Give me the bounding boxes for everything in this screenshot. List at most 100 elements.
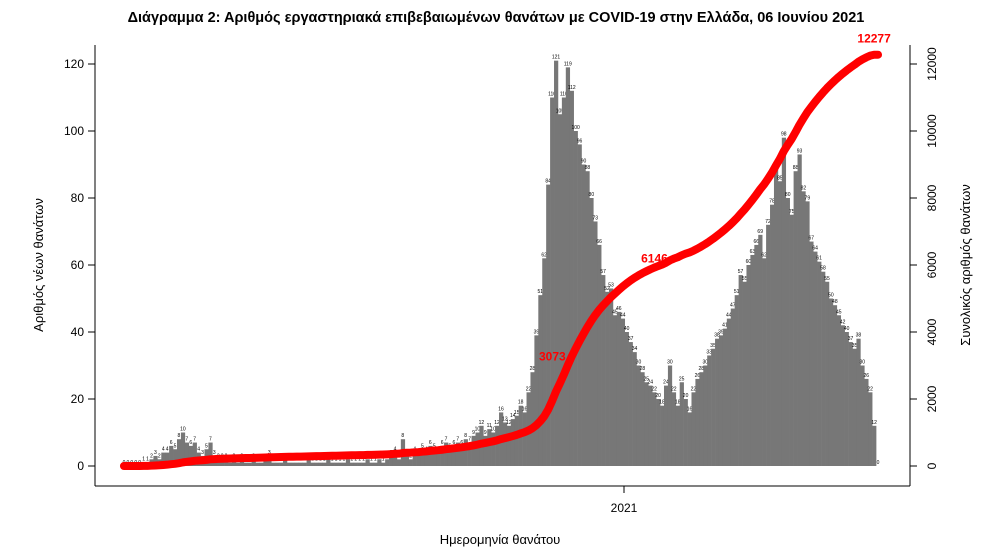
bar-value-label: 12 xyxy=(506,420,512,426)
cumulative-value-label: 3073 xyxy=(539,349,566,363)
bar-value-label: 3 xyxy=(268,450,271,456)
bar-value-label: 2 xyxy=(150,453,153,459)
bar xyxy=(777,181,783,466)
bar xyxy=(715,338,720,466)
y2-axis-label: Συνολικός αριθμός θανάτων xyxy=(958,184,973,345)
bar xyxy=(652,392,657,466)
bar xyxy=(554,60,559,467)
bar xyxy=(550,97,555,466)
bar-value-label: 64 xyxy=(812,246,818,252)
y-tick-label: 0 xyxy=(77,459,84,473)
bar-value-label: 18 xyxy=(659,400,665,406)
bar xyxy=(338,462,343,466)
bar xyxy=(396,459,402,466)
bar xyxy=(864,378,869,466)
bar-value-label: 22 xyxy=(651,386,657,392)
bar xyxy=(656,399,661,466)
bar-value-label: 12 xyxy=(494,420,500,426)
bar xyxy=(569,90,574,467)
bar-value-label: 12 xyxy=(871,420,877,426)
bar xyxy=(636,365,641,466)
bar-value-label: 6 xyxy=(460,440,463,446)
bar xyxy=(695,378,700,466)
bar-value-label: 3 xyxy=(213,450,216,456)
bar xyxy=(432,449,437,466)
bar-value-label: 22 xyxy=(526,386,532,392)
bar xyxy=(809,241,814,466)
bar xyxy=(514,415,519,466)
bar xyxy=(691,392,696,466)
bar xyxy=(730,308,735,466)
bar-value-label: 22 xyxy=(671,386,677,392)
bar-value-label: 67 xyxy=(808,236,814,242)
bar-value-label: 8 xyxy=(401,433,404,439)
bar xyxy=(314,462,319,466)
bar xyxy=(318,462,323,466)
bar xyxy=(825,281,830,466)
x-tick-label: 2021 xyxy=(611,501,638,515)
y2-tick-label: 0 xyxy=(925,462,939,469)
bar-value-label: 28 xyxy=(699,366,705,372)
bar xyxy=(176,439,182,466)
bar xyxy=(334,462,339,466)
bar-value-label: 5 xyxy=(433,443,436,449)
bar xyxy=(326,459,331,466)
bar-value-label: 26 xyxy=(695,373,701,379)
bar-value-label: 8 xyxy=(464,433,467,439)
bar-value-label: 4 xyxy=(394,447,397,453)
bar xyxy=(345,459,351,466)
bar-value-label: 72 xyxy=(765,219,771,225)
bar-value-label: 62 xyxy=(541,252,547,258)
bar xyxy=(353,462,358,466)
bar-value-label: 28 xyxy=(530,366,536,372)
bar xyxy=(561,97,567,466)
bar-value-label: 53 xyxy=(608,282,614,288)
bar-value-label: 40 xyxy=(624,326,630,332)
bar xyxy=(632,352,637,466)
bar-value-label: 7 xyxy=(185,437,188,443)
bar-value-label: 7 xyxy=(468,437,471,443)
bar xyxy=(392,452,398,466)
bar xyxy=(581,164,586,466)
bar xyxy=(463,439,468,466)
bar xyxy=(758,234,763,466)
bar xyxy=(844,332,849,466)
bar xyxy=(271,462,276,466)
bar-value-label: 35 xyxy=(710,343,716,349)
bar-value-label: 4 xyxy=(162,447,165,453)
bar-value-label: 37 xyxy=(628,336,634,342)
bar xyxy=(188,445,193,466)
bar-value-label: 18 xyxy=(675,400,681,406)
bar xyxy=(840,325,845,466)
bar xyxy=(471,435,476,466)
bar-value-label: 45 xyxy=(836,309,842,315)
bar-value-label: 63 xyxy=(750,249,756,255)
bar-value-label: 9 xyxy=(472,430,475,436)
bar-value-label: 88 xyxy=(793,165,799,171)
bar xyxy=(298,462,303,466)
bar-value-label: 5 xyxy=(174,443,177,449)
bar-value-label: 73 xyxy=(592,215,598,221)
bar xyxy=(180,432,186,466)
y2-tick-label: 8000 xyxy=(925,184,939,211)
bar xyxy=(235,462,241,466)
bar-value-label: 26 xyxy=(863,373,869,379)
bar-value-label: 58 xyxy=(820,266,826,272)
bar xyxy=(283,459,288,466)
bar-value-label: 42 xyxy=(840,319,846,325)
bar-value-label: 6 xyxy=(170,440,173,446)
bar-value-label: 105 xyxy=(556,108,565,114)
bar-value-label: 55 xyxy=(824,276,830,282)
bar xyxy=(577,144,582,466)
bar xyxy=(734,295,739,466)
bar xyxy=(667,365,673,466)
bar xyxy=(683,399,688,466)
bar xyxy=(408,459,413,466)
bar xyxy=(663,385,669,466)
bar-value-label: 110 xyxy=(560,92,568,98)
bar-value-label: 1 xyxy=(358,457,361,463)
bar xyxy=(530,372,535,466)
bar xyxy=(377,459,382,466)
bar-value-label: 44 xyxy=(620,313,626,319)
